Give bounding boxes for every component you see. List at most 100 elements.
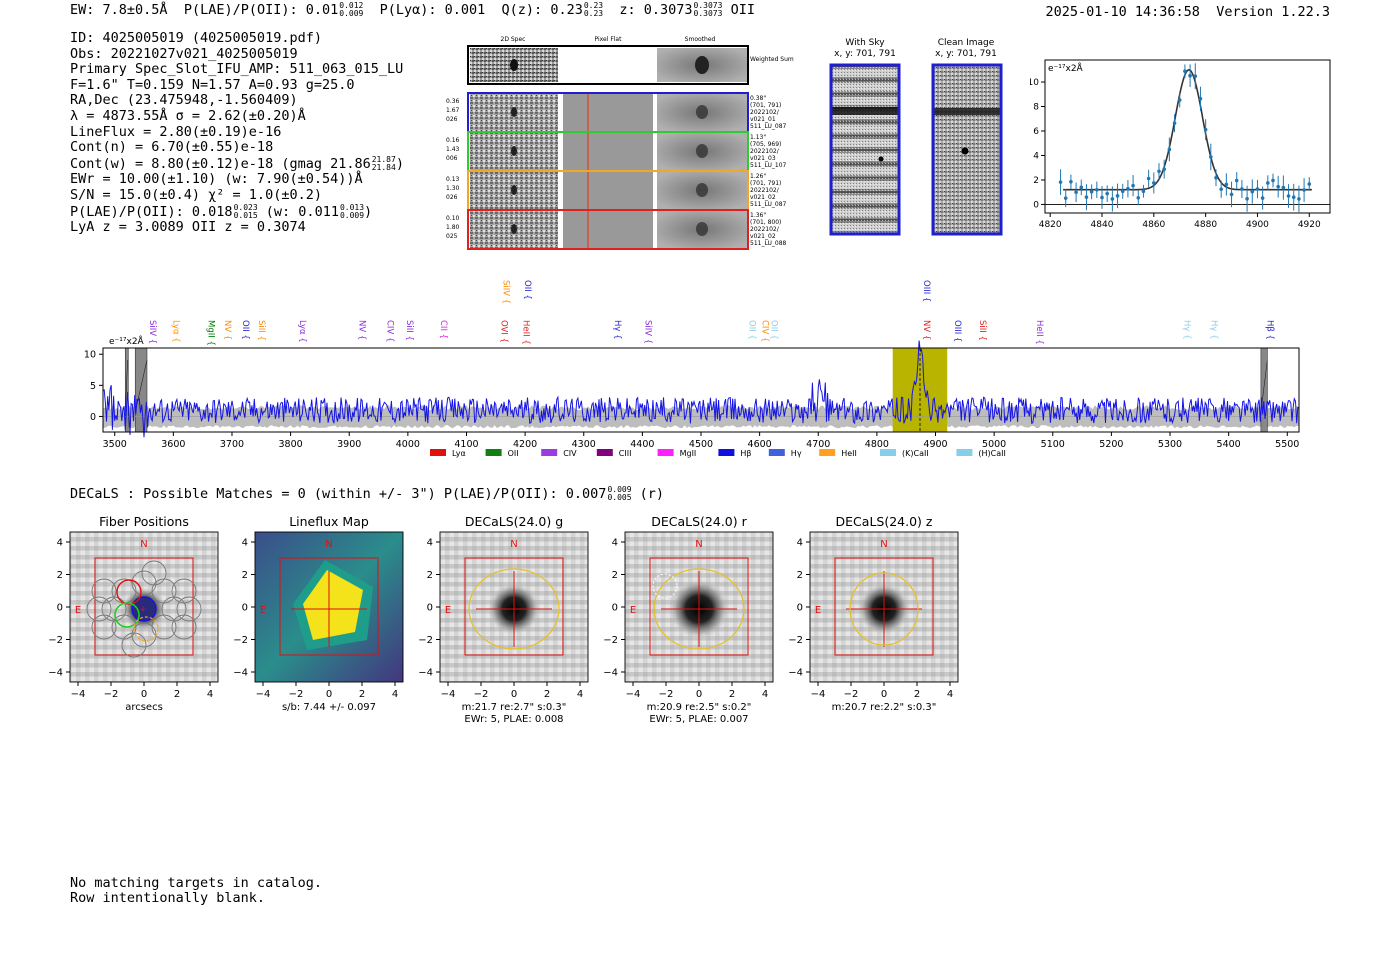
panel-xtick-label: 4 [392, 689, 398, 700]
info-plae: P(LAE)/P(OII): 0.018 0.023 0.015 (w: 0.011… [70, 203, 404, 221]
zoom-data-point [1063, 196, 1068, 200]
panel-caption: s/b: 7.44 +/- 0.097 [282, 702, 376, 713]
cutout-pixelflat [563, 172, 653, 209]
spectrum-legend: Lyα OII CIV CIII MgII Hβ Hγ HeII (K)CaII (H)CaII [430, 449, 1006, 458]
legend-label: MgII [680, 449, 697, 458]
panel-xtick-label: −4 [811, 689, 826, 700]
zoom-data-point [1069, 179, 1073, 184]
zoom-data-point [1089, 189, 1094, 194]
fiber-primary [131, 596, 157, 622]
cutout-2dspec-source [511, 224, 517, 234]
info-primary: Primary Spec_Slot_IFU_AMP: 511_063_015_L… [70, 61, 404, 78]
legend-swatch [541, 449, 558, 456]
panel-xtick-label: 2 [914, 689, 920, 700]
zoom-gaussian-fit [1063, 68, 1312, 191]
cutout-row-right-value: (701, 791) [750, 180, 781, 187]
cutout-row-left-value: 0.36 [446, 98, 460, 105]
detection-info: ID: 4025005019 (4025005019.pdf) Obs: 202… [70, 30, 404, 236]
panel-catalog-ellipse [653, 568, 745, 650]
legend-swatch [718, 449, 735, 456]
spec-cutouts: 2D Spec Pixel Flat Smoothed Weighted Sum… [446, 36, 794, 250]
zoom-data-point [1203, 127, 1208, 132]
legend-label: Lyα [452, 449, 466, 458]
zoom-data-point [1224, 182, 1229, 187]
header-z-lo: 0.3073 [693, 9, 723, 18]
panel-ytick-label: 0 [612, 603, 618, 614]
spectrum-ytick-label: 0 [90, 412, 96, 423]
cutout-row-right-value: 2022102/ [750, 187, 780, 194]
panel-east-label: E [260, 605, 266, 616]
info-contw-hi: 21.87 [371, 154, 396, 164]
line-id-labels: SiIV {Lyα {MgII {NV {OII {SiII {Lyα {NV … [147, 280, 1274, 346]
panel-ytick-label: 4 [57, 538, 63, 549]
cutout-row-left-value: 006 [446, 155, 458, 162]
panel-north-label: N [510, 539, 517, 550]
fiber-circle [176, 596, 202, 622]
clean-image-coords: x, y: 701, 791 [935, 49, 997, 59]
line-id-label: Hβ { [1264, 320, 1274, 340]
zoom-data-point [1100, 195, 1104, 200]
zoom-xtick-label: 4840 [1091, 220, 1114, 230]
zoom-data-point [1120, 189, 1125, 194]
clean-image-title: Clean Image [937, 38, 995, 48]
legend-swatch [768, 449, 785, 456]
panel-xtick-label: 4 [762, 689, 768, 700]
footer-line1: No matching targets in catalog. [70, 875, 322, 891]
lineflux-map-core [303, 570, 363, 640]
zoom-data-point [1255, 187, 1260, 191]
info-contn: Cont(n) = 6.70(±0.55)e-18 [70, 139, 274, 156]
panel-caption-2: EWr: 5, PLAE: 0.008 [464, 714, 563, 725]
info-lambda: λ = 4873.55Å σ = 2.62(±0.20)Å [70, 107, 306, 124]
spectrum-ticks: 3500 3600 3700 3800 3900 4000 4100 4200 4300 4400… [84, 350, 1299, 450]
spectrum-xtick-label: 4800 [865, 439, 889, 450]
cutout-row-right-value: (705, 969) [750, 141, 781, 148]
image-panel: Lineflux Map N E −4 4 −2 2 0 0 2 −2 4 −4 s/b: 7.44 +/… [233, 514, 404, 713]
header-timestamp: 2025-01-10 14:36:58 [1045, 4, 1200, 20]
legend-label: (H)CaII [978, 449, 1005, 458]
zoom-data-point [1183, 69, 1187, 73]
zoom-ytick-label: 10 [1030, 78, 1039, 88]
zoom-chart-unit: e⁻¹⁷x2Å [1048, 62, 1084, 74]
zoom-data-point [1229, 192, 1234, 197]
cutout-row-left-value: 1.67 [446, 107, 460, 114]
zoom-data-point [1240, 187, 1244, 191]
line-id-label: NV { [356, 320, 366, 340]
panel-ytick-label: −2 [233, 635, 248, 646]
header-z-hi: 0.3073 [693, 1, 723, 10]
fiber-circle [141, 560, 167, 586]
zoom-data-point [1266, 181, 1270, 185]
spectrum-excluded-hatch [124, 359, 128, 413]
fiber-circle [121, 632, 147, 658]
panel-east-label: E [75, 605, 81, 616]
line-id-label: SiIV { [147, 320, 157, 344]
panel-ytick-label: −4 [48, 668, 63, 679]
spectrum-xtick-label: 3900 [337, 439, 361, 450]
panel-xtick-label: 2 [729, 689, 735, 700]
spectrum-xtick-label: 4100 [454, 439, 478, 450]
cutout-row-right-value: 511_LU_107 [750, 162, 787, 169]
zoom-line-fit-chart: e⁻¹⁷x2Å 4820 4840 4860 4880 4900 4920 0 2 4 6 8 10 [1030, 59, 1331, 230]
info-lya: LyA z = 3.0089 OII z = 0.3074 [70, 219, 306, 236]
panel-catalog-ellipse [468, 568, 560, 650]
fiber-circle [91, 614, 117, 640]
cutout-row: 0.16 1.43 006 1.13"(705, 969)2022102/v021_0… [446, 131, 787, 172]
zoom-xtick-label: 4880 [1194, 220, 1217, 230]
panel-xtick-label: −2 [474, 689, 489, 700]
cutout-row-right-value: 511_LU_088 [750, 240, 787, 247]
panel-xtick-label: 0 [141, 689, 147, 700]
header-qz: Q(z): 0.23 [501, 2, 583, 18]
zoom-data-point [1095, 188, 1099, 192]
cutout-row-left-value: 1.43 [446, 146, 460, 153]
panel-aperture-box [94, 557, 194, 656]
info-plae-w: (w: 0.011 [265, 203, 339, 220]
panel-ytick-label: 4 [427, 538, 433, 549]
panel-east-label: E [445, 605, 451, 616]
legend-swatch [485, 449, 502, 456]
header-ew: EW: 7.8±0.5Å [70, 2, 168, 18]
col-header-smoothed: Smoothed [685, 36, 716, 43]
panel-xtick-label: −4 [256, 689, 271, 700]
weighted-sum-row: Weighted Sum [467, 45, 794, 85]
fiber-green [114, 602, 140, 628]
spectrum-ytick-label: 10 [84, 350, 96, 361]
cutout-row-left-value: 025 [446, 233, 458, 240]
